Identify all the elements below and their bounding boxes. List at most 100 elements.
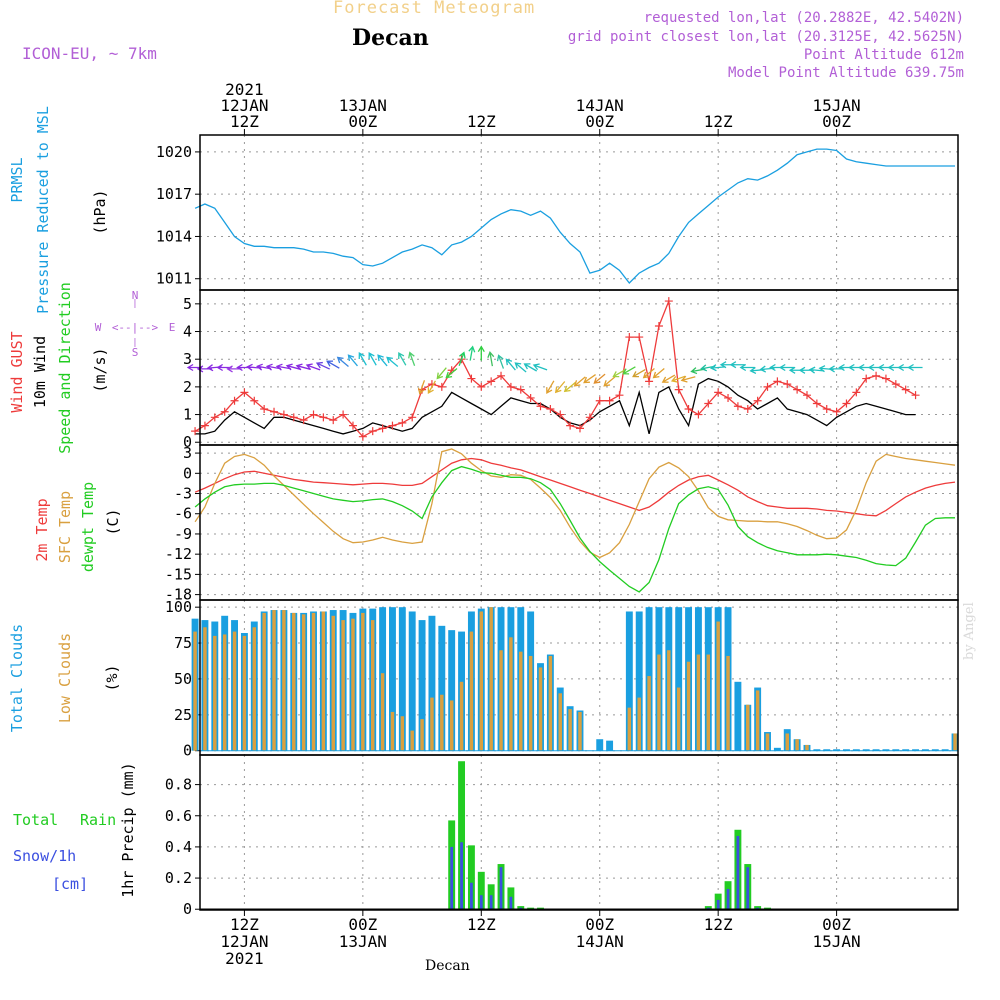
gust-marker-62 [802,391,811,400]
wind-arrow-13 [315,361,330,370]
wind-arrow-12 [305,363,321,371]
dew-label: dewpt Temp [79,482,97,572]
total-cloud-bar-49 [675,607,683,751]
low-cloud-bar-34 [528,655,533,751]
low-cloud-bar-53 [716,621,720,751]
low-cloud-bar-35 [538,667,543,751]
total-cloud-bar-59 [773,747,781,751]
ytick-label-2-6: -15 [165,565,192,583]
gust-marker-51 [694,410,703,419]
total-cloud-bar-63 [813,749,821,751]
gust-marker-49 [674,385,683,394]
compass-e: E [169,321,176,334]
ytick-label-0-3: 1020 [156,143,192,161]
gust-marker-18 [368,427,377,436]
rain-bar-1 [458,761,466,910]
bottom-tick-label-4-0: 12Z [704,915,733,934]
total-cloud-bar-22 [408,611,416,751]
gust-marker-41 [595,396,604,405]
gust-marker-39 [575,424,584,433]
ytick-label-1-4: 4 [183,323,192,341]
wind-arrow-60 [778,363,795,372]
snow-bar-13 [736,836,740,910]
gust-marker-60 [783,380,792,389]
low-cloud-bar-3 [222,634,227,751]
gust-marker-10 [289,413,298,422]
wind-arrow-49 [670,375,686,383]
wind-arrow-37 [554,381,566,394]
dewpoint-line [194,465,955,593]
gust-marker-22 [408,413,417,422]
low-clouds-label: Low Clouds [56,633,74,723]
low-cloud-bar-2 [213,635,217,751]
top-tick-label-5-1: 00Z [822,112,851,131]
gust-marker-70 [881,374,890,383]
location-title: Decan [352,25,429,51]
gust-label: Wind GUST [8,331,26,412]
low-cloud-bar-52 [706,654,711,751]
wind-arrow-63 [808,366,824,374]
total-cloud-bar-25 [438,625,446,751]
wind-arrow-28 [468,345,476,361]
ytick-label-1-3: 3 [183,350,192,368]
rain-label-total: Total [13,811,58,829]
rain-bar-8 [527,907,535,910]
total-clouds-label: Total Clouds [8,624,26,732]
bottom-tick-label-3-0: 00Z [585,915,614,934]
wind-arrow-21 [398,352,407,366]
top-tick-label-0-2: 12Z [230,112,259,131]
top-tick-label-4-0: 12Z [704,112,733,131]
low-cloud-bar-4 [232,631,237,751]
wind-arrow-42 [603,376,616,387]
total-cloud-bar-73 [912,749,920,751]
wind-arrow-26 [445,368,458,379]
gust-marker-68 [862,374,871,383]
gust-marker-5 [240,388,249,397]
t2m-label: 2m Temp [33,498,51,561]
low-cloud-bar-22 [410,730,414,751]
gust-marker-15 [339,410,348,419]
wind-arrow-47 [652,368,665,379]
low-cloud-bar-29 [479,611,484,751]
ytick-label-4-3: 0.6 [165,807,192,825]
gust-marker-71 [891,380,900,389]
ytick-label-1-2: 2 [183,378,192,396]
ytick-label-2-3: -6 [174,505,192,523]
wind-arrow-46 [642,368,655,379]
wind-arrow-44 [622,366,636,375]
gust-marker-6 [250,396,259,405]
gust-marker-7 [260,405,269,414]
low-cloud-bar-23 [420,719,424,751]
gust-marker-65 [832,407,841,416]
low-cloud-bar-13 [321,611,326,751]
wind-arrow-38 [563,381,576,393]
ytick-label-4-0: 0 [183,900,192,918]
low-cloud-bar-57 [755,690,760,751]
low-cloud-bar-16 [351,618,355,751]
ytick-label-2-5: -12 [165,545,192,563]
gust-marker-55 [733,402,742,411]
low-cloud-bar-49 [676,687,681,751]
wind-arrow-35 [532,363,548,371]
gust-marker-38 [566,421,575,430]
low-cloud-bar-36 [548,655,553,751]
rain-bar-3 [477,871,485,910]
low-cloud-bar-46 [647,676,651,751]
compass-s: S [132,346,139,359]
low-cloud-bar-14 [331,615,335,751]
meteogram-title: Forecast Meteogram [333,0,536,18]
low-cloud-bar-6 [252,627,257,751]
gust-marker-44 [625,333,634,342]
wind-arrow-15 [336,356,349,367]
low-cloud-bar-44 [627,707,632,751]
ytick-label-3-3: 75 [174,634,192,652]
top-tick-label-1-0: 13JAN [339,96,387,115]
gust-marker-32 [506,382,515,391]
gust-marker-33 [516,385,525,394]
compass-h: <--|--> [112,321,159,334]
low-cloud-bar-45 [637,697,641,751]
panel-frame-2 [199,444,959,601]
wind-speed-line [195,377,916,435]
top-tick-label-5-0: 15JAN [813,96,861,115]
point-altitude: Point Altitude 612m [803,47,964,63]
